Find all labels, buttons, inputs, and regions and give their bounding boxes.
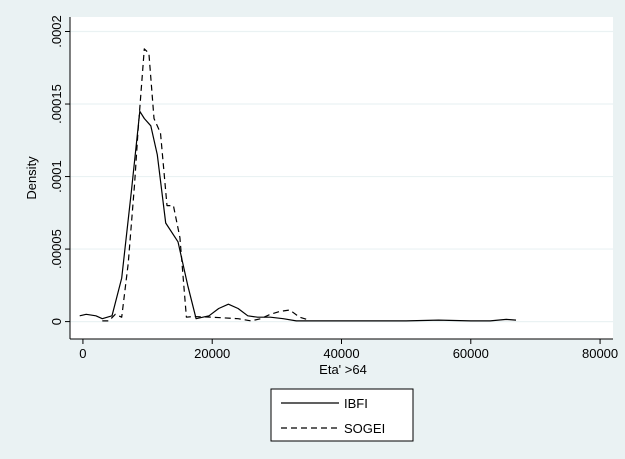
legend-box: [270, 388, 414, 442]
legend-ibfi-label: IBFI: [344, 396, 368, 411]
series-lines: [79, 48, 517, 322]
x-tick-label: 20000: [194, 346, 230, 361]
x-tick-label: 40000: [323, 346, 359, 361]
legend: IBFI SOGEI: [270, 388, 414, 442]
plot-area: [70, 17, 613, 339]
x-tick-label: 60000: [453, 346, 489, 361]
series-ibfi-line: [79, 110, 517, 322]
y-tick-label: 0: [49, 318, 64, 325]
axis-ticks: 0 .00005 .0001 .00015 .0002 0 20000 40000 60000 8…: [49, 15, 618, 361]
x-axis-title: Eta' >64: [319, 362, 367, 377]
y-tick-label: .0001: [49, 160, 64, 193]
y-axis-title: Density: [24, 156, 39, 200]
legend-sogei-label: SOGEI: [344, 421, 385, 436]
x-tick-label: 80000: [582, 346, 618, 361]
y-tick-label: .00015: [49, 84, 64, 124]
x-tick-label: 0: [79, 346, 86, 361]
y-tick-label: .00005: [49, 229, 64, 269]
y-tick-label: .0002: [49, 15, 64, 48]
